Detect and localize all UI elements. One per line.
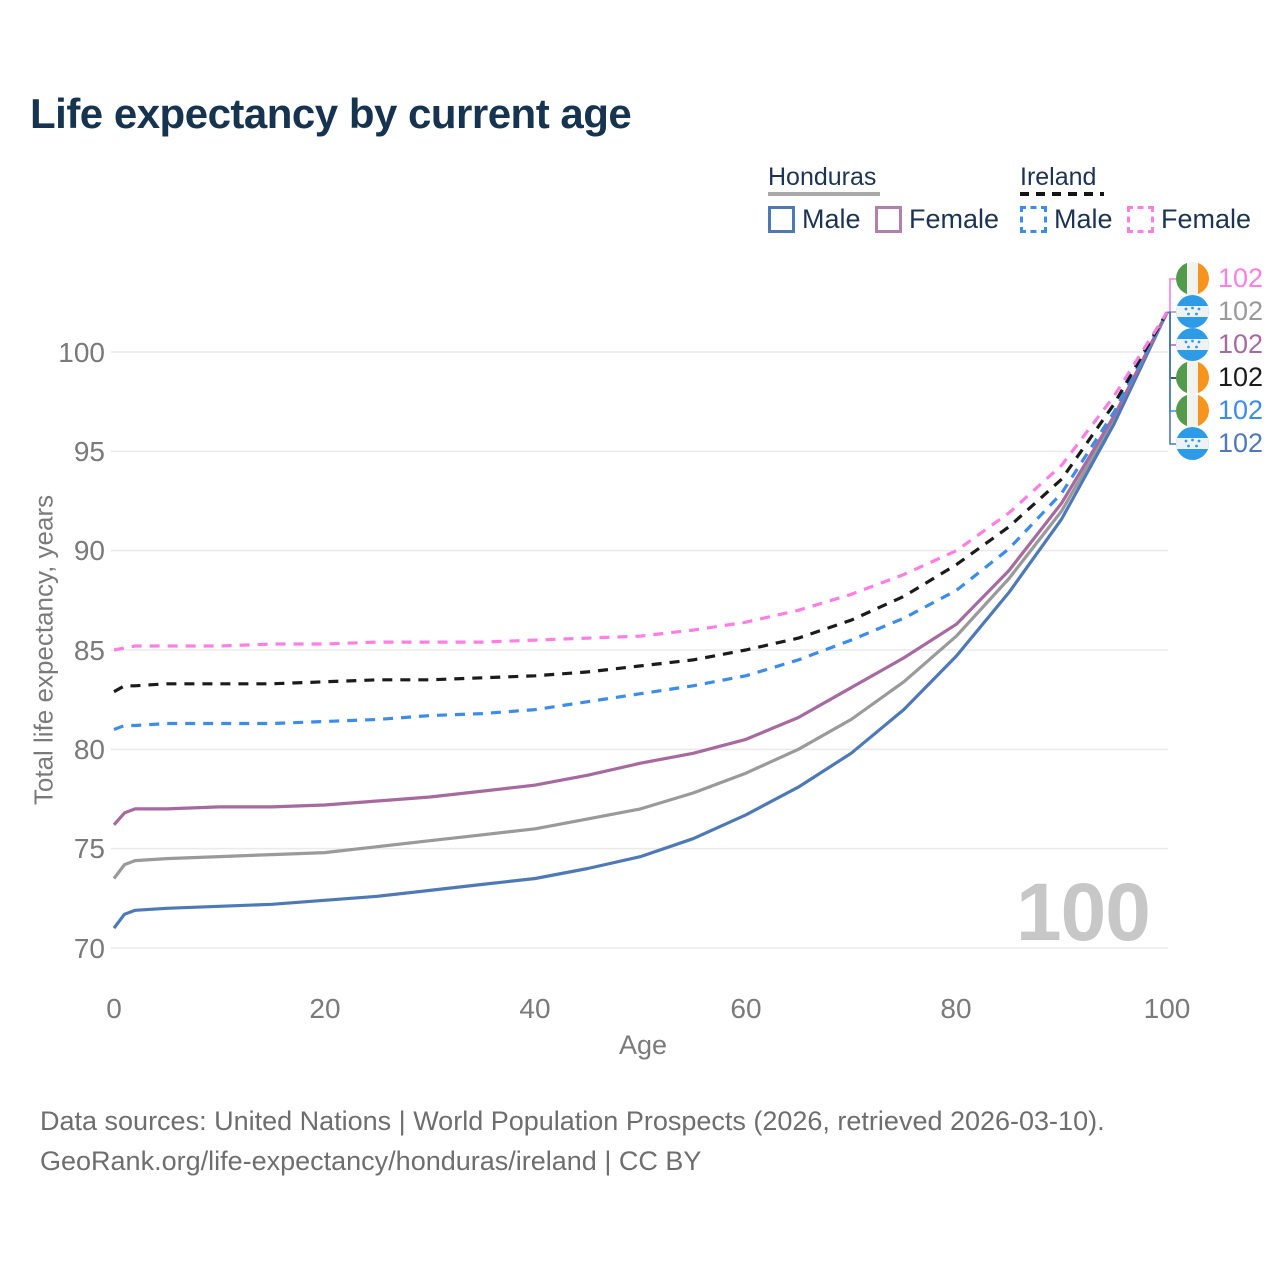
series-end-label-honduras-female: 102 bbox=[1176, 328, 1263, 361]
y-tick-label: 100 bbox=[58, 337, 105, 368]
legend-item-honduras-male[interactable]: Male bbox=[768, 204, 861, 235]
page-title: Life expectancy by current age bbox=[30, 90, 632, 137]
x-tick-label: 60 bbox=[730, 993, 762, 1024]
data-sources-text: Data sources: United Nations | World Pop… bbox=[40, 1106, 1105, 1136]
x-tick-label: 80 bbox=[940, 993, 972, 1024]
legend-label: Female bbox=[909, 204, 1000, 234]
honduras-solid-line-sample bbox=[768, 192, 880, 196]
attribution-link[interactable]: GeoRank.org/life-expectancy/honduras/ire… bbox=[40, 1146, 702, 1176]
legend-item-ireland-male[interactable]: Male bbox=[1020, 204, 1113, 235]
x-tick-label: 20 bbox=[309, 993, 341, 1024]
end-value: 102 bbox=[1218, 329, 1264, 359]
series-line-ireland-both-sexes-[interactable] bbox=[113, 311, 1169, 694]
end-value: 102 bbox=[1218, 263, 1264, 293]
y-tick-label: 85 bbox=[73, 635, 105, 666]
x-axis-title: Age bbox=[618, 1030, 668, 1060]
end-value: 102 bbox=[1218, 395, 1264, 425]
legend-label: Female bbox=[1161, 204, 1252, 234]
series-line-ireland-female[interactable] bbox=[113, 311, 1169, 652]
legend-country-ireland: Ireland bbox=[1020, 163, 1097, 191]
x-tick-label: 100 bbox=[1143, 993, 1191, 1024]
series-end-label-honduras-male: 102 bbox=[1176, 427, 1263, 460]
leader-line-ireland-female bbox=[1167, 278, 1176, 314]
y-tick-label: 75 bbox=[73, 833, 105, 864]
honduras-flag-icon bbox=[1176, 427, 1209, 460]
legend-label: Male bbox=[1054, 204, 1113, 234]
leader-line-honduras-female bbox=[1167, 311, 1176, 346]
series-line-honduras-female[interactable] bbox=[112, 311, 1169, 826]
y-tick-label: 95 bbox=[73, 436, 105, 467]
series-line-honduras-both-sexes-[interactable] bbox=[112, 311, 1169, 880]
current-age-indicator: 100 bbox=[1016, 867, 1151, 958]
legend-item-honduras-female[interactable]: Female bbox=[875, 204, 999, 235]
end-value: 102 bbox=[1218, 296, 1264, 326]
y-tick-label: 70 bbox=[73, 933, 105, 964]
ireland-flag-icon bbox=[1176, 394, 1209, 427]
ireland-flag-icon bbox=[1176, 262, 1209, 295]
legend-label: Male bbox=[802, 204, 861, 234]
series-end-label-ireland-both: 102 bbox=[1176, 361, 1263, 394]
series-line-honduras-male[interactable] bbox=[112, 311, 1169, 930]
honduras-flag-icon bbox=[1176, 295, 1209, 328]
ireland-dashed-line-sample bbox=[1020, 192, 1104, 196]
honduras-male-swatch-icon bbox=[768, 206, 795, 233]
ireland-male-swatch-icon bbox=[1020, 206, 1047, 233]
y-tick-label: 90 bbox=[73, 535, 105, 566]
legend-item-ireland-female[interactable]: Female bbox=[1127, 204, 1251, 235]
series-line-ireland-male[interactable] bbox=[113, 311, 1169, 731]
legend-country-honduras: Honduras bbox=[768, 163, 877, 191]
end-value: 102 bbox=[1218, 362, 1264, 392]
leader-line-honduras-male bbox=[1167, 311, 1176, 445]
y-axis-title: Total life expectancy, years bbox=[28, 494, 59, 806]
ireland-flag-icon bbox=[1176, 361, 1209, 394]
x-tick-label: 0 bbox=[106, 993, 122, 1024]
honduras-flag-icon bbox=[1176, 328, 1209, 361]
x-tick-label: 40 bbox=[519, 993, 551, 1024]
end-value: 102 bbox=[1218, 428, 1264, 458]
leader-line-ireland-male bbox=[1167, 311, 1176, 412]
honduras-female-swatch-icon bbox=[875, 206, 902, 233]
y-tick-label: 80 bbox=[73, 734, 105, 765]
series-end-label-ireland-female: 102 bbox=[1176, 262, 1263, 295]
series-end-label-ireland-male: 102 bbox=[1176, 394, 1263, 427]
series-end-label-honduras-both: 102 bbox=[1176, 295, 1263, 328]
ireland-female-swatch-icon bbox=[1127, 206, 1154, 233]
